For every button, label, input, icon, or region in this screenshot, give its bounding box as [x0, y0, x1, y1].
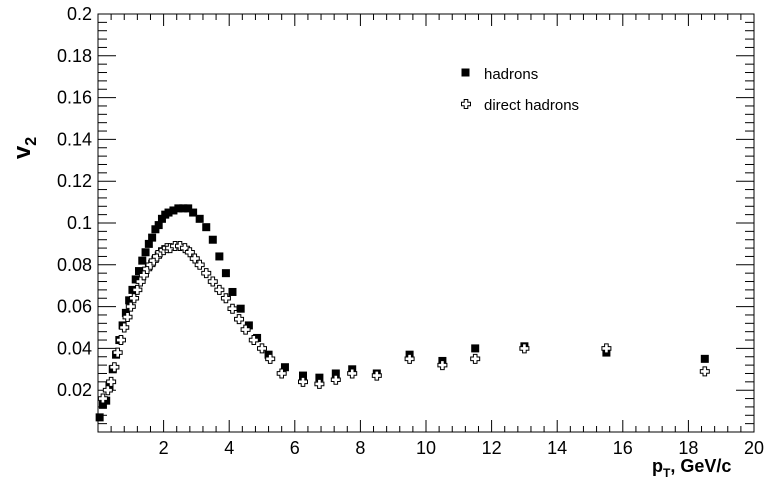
x-tick-label: 6 [290, 438, 300, 458]
plot-frame [98, 14, 754, 432]
x-tick-label: 18 [678, 438, 698, 458]
legend-label-hadrons: hadrons [484, 66, 538, 83]
y-tick-label: 0.04 [57, 338, 92, 358]
legend-marker-hadrons [462, 69, 470, 77]
axis-ticks [98, 14, 754, 432]
direct-hadrons-point [215, 285, 224, 294]
x-tick-label: 2 [159, 438, 169, 458]
legend-label-direct-hadrons: direct hadrons [484, 97, 579, 114]
y-tick-label: 0.2 [67, 4, 92, 24]
direct-hadrons-point [202, 269, 211, 278]
direct-hadrons-point [235, 315, 244, 324]
x-tick-label: 8 [355, 438, 365, 458]
hadrons-point [228, 288, 236, 296]
direct-hadrons-point [700, 367, 709, 376]
y-tick-label: 0.02 [57, 380, 92, 400]
y-tick-label: 0.06 [57, 297, 92, 317]
hadrons-point [202, 223, 210, 231]
hadrons-point [215, 252, 223, 260]
tick-labels: 2 4 6 8 10 12 14 16 18 20 0.02 0.04 0.06 0.08 0.1 0.12 0… [57, 4, 764, 458]
x-tick-label: 10 [416, 438, 436, 458]
hadrons-point [222, 269, 230, 277]
y-tick-label: 0.12 [57, 171, 92, 191]
x-tick-label: 14 [547, 438, 567, 458]
direct-hadrons-point [208, 277, 217, 286]
hadrons-point [142, 248, 150, 256]
y-tick-label: 0.08 [57, 255, 92, 275]
hadrons-point [138, 257, 146, 265]
x-axis-title: pT, GeV/c [652, 456, 731, 480]
y-tick-label: 0.1 [67, 213, 92, 233]
direct-hadrons-point [228, 304, 237, 313]
hadrons-point [237, 305, 245, 313]
x-tick-label: 12 [482, 438, 502, 458]
hadrons-point [209, 236, 217, 244]
y-tick-label: 0.18 [57, 46, 92, 66]
hadrons-point [196, 215, 204, 223]
x-tick-label: 16 [613, 438, 633, 458]
hadrons-point [96, 413, 104, 421]
data-marks [96, 204, 710, 421]
x-tick-label: 20 [744, 438, 764, 458]
x-tick-label: 4 [224, 438, 234, 458]
direct-hadrons-point [471, 354, 480, 363]
hadrons-point [148, 234, 156, 242]
y-tick-label: 0.16 [57, 88, 92, 108]
hadrons-point [471, 344, 479, 352]
y-tick-label: 0.14 [57, 129, 92, 149]
y-axis-title: v2 [9, 137, 40, 159]
hadrons-point [701, 355, 709, 363]
legend-marker-direct-hadrons [462, 100, 471, 109]
legend: hadrons direct hadrons [462, 66, 580, 114]
